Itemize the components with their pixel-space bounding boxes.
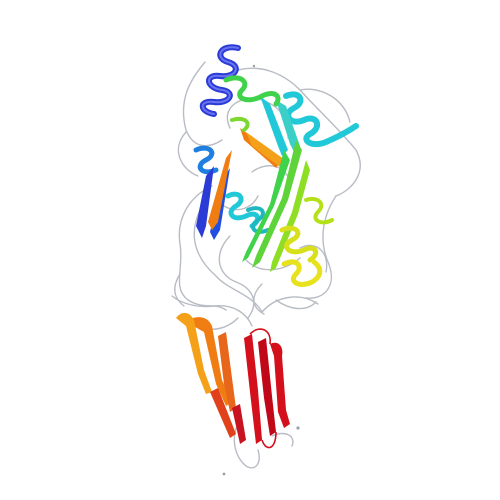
- strands-orange-top: [208, 128, 288, 230]
- coil-red: [249, 328, 277, 449]
- strands-green: [242, 140, 310, 272]
- helix-green-top: [223, 75, 281, 132]
- strands-red: [210, 334, 290, 444]
- helix-blue: [199, 44, 241, 117]
- strands-cyan: [260, 96, 300, 156]
- helix-yellow: [279, 197, 334, 287]
- ligand-specks: [222, 64, 300, 476]
- strands-orange-bottom: [176, 312, 236, 412]
- helix-azure: [193, 145, 219, 175]
